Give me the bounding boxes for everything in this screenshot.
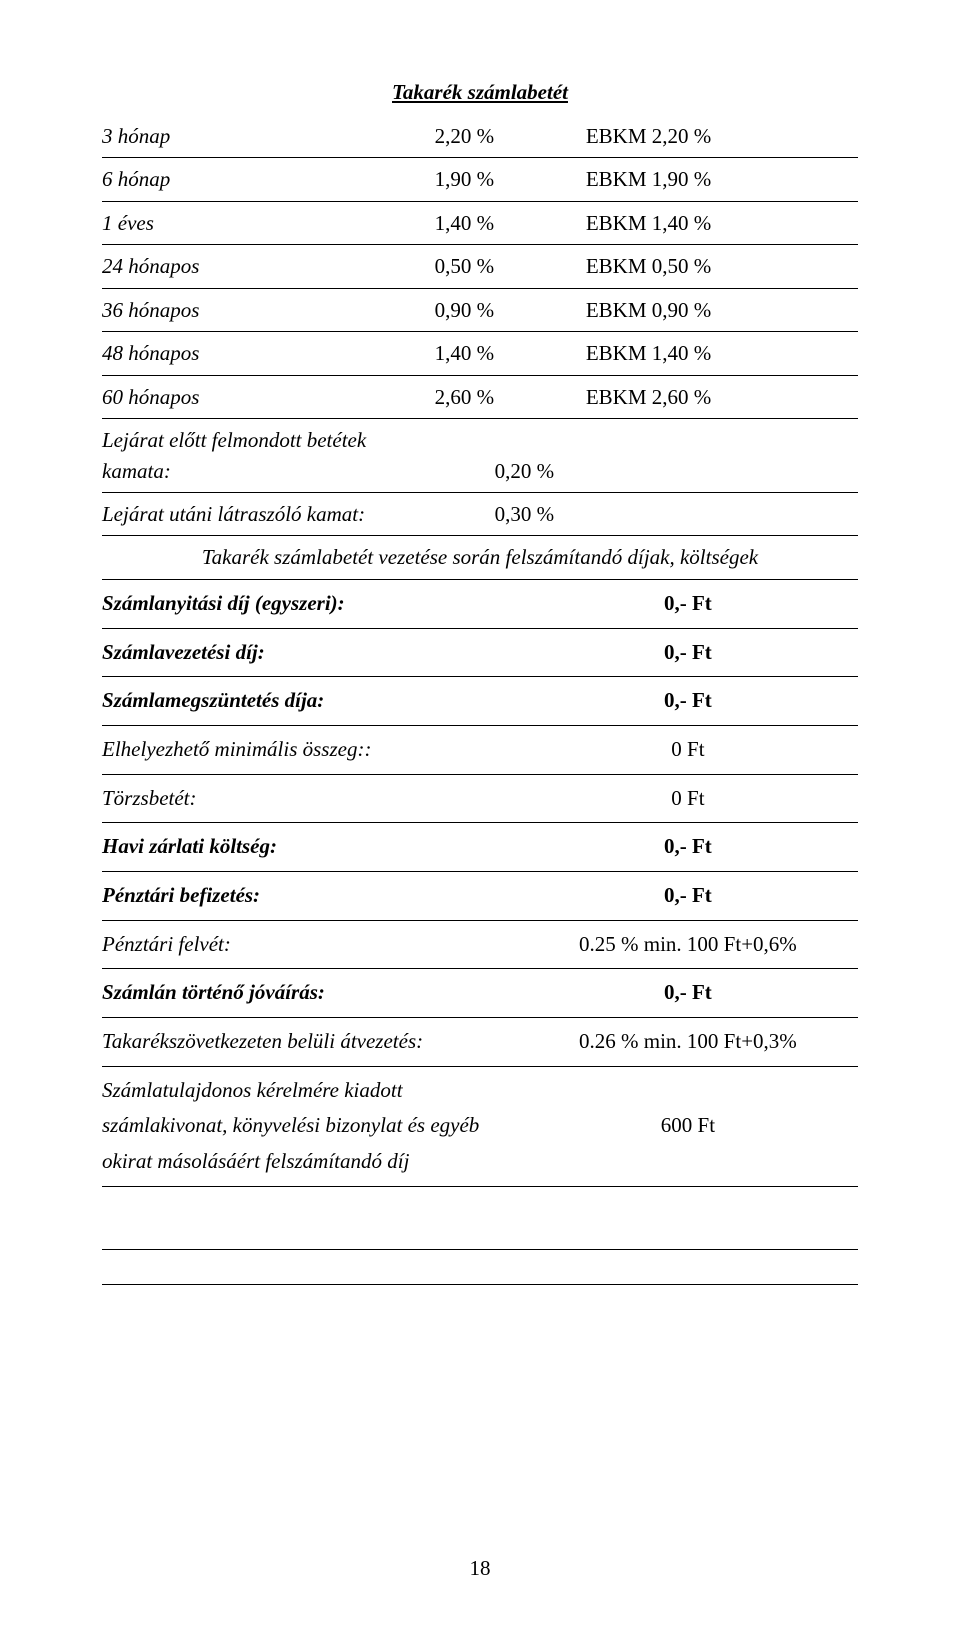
fee-row: Takarékszövetkezeten belüli átvezetés: 0… <box>102 1018 858 1067</box>
rate-row: 48 hónapos 1,40 % EBKM 1,40 % <box>102 332 858 375</box>
rate-term-label: 60 hónapos <box>102 375 435 418</box>
fee-row: Számlamegszüntetés díja: 0,- Ft <box>102 677 858 726</box>
fee-label: Számlatulajdonos kérelmére kiadott száml… <box>102 1066 518 1186</box>
terminated-value: 0,20 % <box>435 419 586 493</box>
fee-value: 0,- Ft <box>518 871 858 920</box>
rate-ebkm: EBKM 0,50 % <box>586 245 858 288</box>
fee-value: 0,- Ft <box>518 628 858 677</box>
fee-row: Pénztári felvét: 0.25 % min. 100 Ft+0,6% <box>102 920 858 969</box>
fee-value: 0.26 % min. 100 Ft+0,3% <box>518 1018 858 1067</box>
fee-label: Törzsbetét: <box>102 774 518 823</box>
fee-value: 0,- Ft <box>518 677 858 726</box>
rate-value: 2,60 % <box>435 375 586 418</box>
fees-table: Számlanyitási díj (egyszeri): 0,- Ft Szá… <box>102 580 858 1187</box>
rate-ebkm: EBKM 0,90 % <box>586 288 858 331</box>
fee-label: Elhelyezhető minimális összeg:: <box>102 725 518 774</box>
rate-term-label: 3 hónap <box>102 115 435 158</box>
rate-value: 0,90 % <box>435 288 586 331</box>
section-title: Takarék számlabetét <box>102 80 858 105</box>
fee-value: 0 Ft <box>518 725 858 774</box>
fee-row: Számlanyitási díj (egyszeri): 0,- Ft <box>102 580 858 628</box>
rate-ebkm: EBKM 1,90 % <box>586 158 858 201</box>
rate-ebkm: EBKM 1,40 % <box>586 332 858 375</box>
rate-row: 3 hónap 2,20 % EBKM 2,20 % <box>102 115 858 158</box>
rate-ebkm: EBKM 2,20 % <box>586 115 858 158</box>
rates-table: 3 hónap 2,20 % EBKM 2,20 % 6 hónap 1,90 … <box>102 115 858 580</box>
fee-label: Számlamegszüntetés díja: <box>102 677 518 726</box>
empty-cell <box>586 419 858 493</box>
fees-subheader-row: Takarék számlabetét vezetése során felsz… <box>102 536 858 579</box>
fee-row: Számlavezetési díj: 0,- Ft <box>102 628 858 677</box>
fee-value: 0,- Ft <box>518 969 858 1018</box>
sight-value: 0,30 % <box>435 492 586 535</box>
rate-term-label: 36 hónapos <box>102 288 435 331</box>
rate-row: 6 hónap 1,90 % EBKM 1,90 % <box>102 158 858 201</box>
fee-row: Számlatulajdonos kérelmére kiadott száml… <box>102 1066 858 1186</box>
fee-value: 0.25 % min. 100 Ft+0,6% <box>518 920 858 969</box>
rate-row: 60 hónapos 2,60 % EBKM 2,60 % <box>102 375 858 418</box>
fee-row: Számlán történő jóváírás: 0,- Ft <box>102 969 858 1018</box>
fee-row: Havi zárlati költség: 0,- Ft <box>102 823 858 872</box>
fee-row: Elhelyezhető minimális összeg:: 0 Ft <box>102 725 858 774</box>
rate-row: 24 hónapos 0,50 % EBKM 0,50 % <box>102 245 858 288</box>
fee-label: Pénztári felvét: <box>102 920 518 969</box>
rate-value: 1,90 % <box>435 158 586 201</box>
rate-row: 36 hónapos 0,90 % EBKM 0,90 % <box>102 288 858 331</box>
rate-value: 2,20 % <box>435 115 586 158</box>
page: Takarék számlabetét 3 hónap 2,20 % EBKM … <box>0 0 960 1641</box>
rate-row: 1 éves 1,40 % EBKM 1,40 % <box>102 201 858 244</box>
rate-ebkm: EBKM 2,60 % <box>586 375 858 418</box>
sight-label: Lejárat utáni látraszóló kamat: <box>102 492 435 535</box>
fee-label: Számlán történő jóváírás: <box>102 969 518 1018</box>
fee-label: Számlavezetési díj: <box>102 628 518 677</box>
rate-value: 0,50 % <box>435 245 586 288</box>
rate-term-label: 1 éves <box>102 201 435 244</box>
footer-rule <box>102 1249 858 1285</box>
rate-ebkm: EBKM 1,40 % <box>586 201 858 244</box>
fee-value: 0 Ft <box>518 774 858 823</box>
fee-value: 600 Ft <box>518 1066 858 1186</box>
rate-term-label: 6 hónap <box>102 158 435 201</box>
rate-term-label: 24 hónapos <box>102 245 435 288</box>
rate-value: 1,40 % <box>435 201 586 244</box>
terminated-row: Lejárat előtt felmondott betétek kamata:… <box>102 419 858 493</box>
rate-term-label: 48 hónapos <box>102 332 435 375</box>
fees-subheader: Takarék számlabetét vezetése során felsz… <box>102 536 858 579</box>
rate-value: 1,40 % <box>435 332 586 375</box>
fee-label: Havi zárlati költség: <box>102 823 518 872</box>
fee-label: Pénztári befizetés: <box>102 871 518 920</box>
empty-cell <box>586 492 858 535</box>
fee-value: 0,- Ft <box>518 823 858 872</box>
sight-row: Lejárat utáni látraszóló kamat: 0,30 % <box>102 492 858 535</box>
fee-row: Törzsbetét: 0 Ft <box>102 774 858 823</box>
fee-row: Pénztári befizetés: 0,- Ft <box>102 871 858 920</box>
fee-value: 0,- Ft <box>518 580 858 628</box>
fee-label: Számlanyitási díj (egyszeri): <box>102 580 518 628</box>
terminated-label: Lejárat előtt felmondott betétek kamata: <box>102 419 435 493</box>
page-number: 18 <box>0 1556 960 1581</box>
fee-label: Takarékszövetkezeten belüli átvezetés: <box>102 1018 518 1067</box>
